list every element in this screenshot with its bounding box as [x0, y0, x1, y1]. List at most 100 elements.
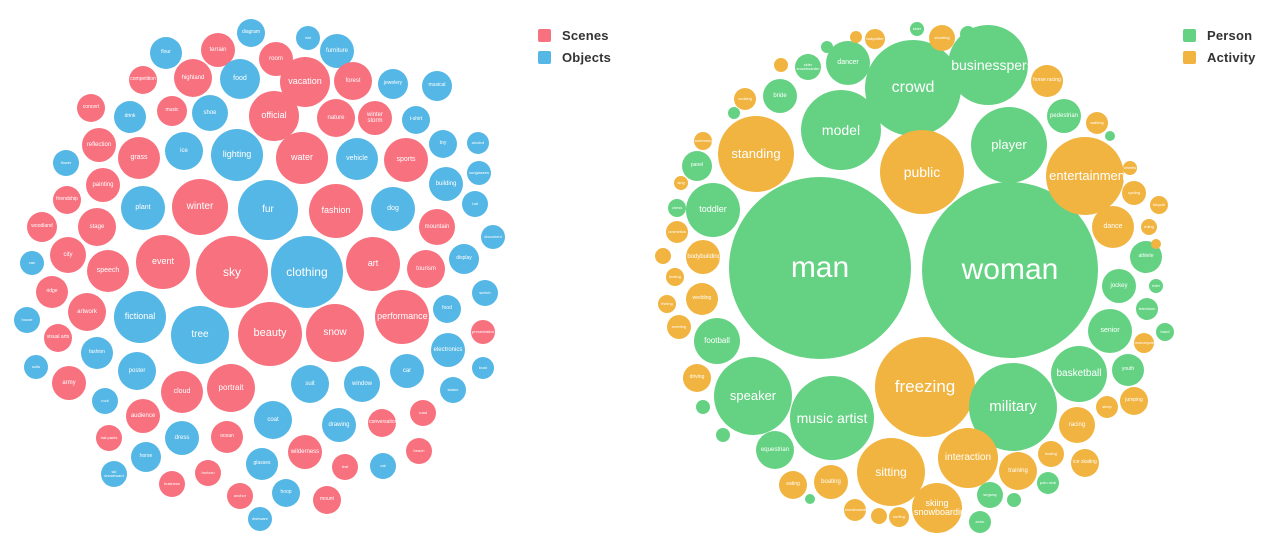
- bubble-ocean[interactable]: ocean: [211, 421, 243, 453]
- bubble-forest[interactable]: forest: [334, 62, 372, 100]
- bubble-unlabeled[interactable]: [1151, 239, 1161, 249]
- bubble-texting[interactable]: texting: [666, 268, 684, 286]
- bubble-meeting[interactable]: meeting: [667, 315, 691, 339]
- bubble-car[interactable]: car: [390, 354, 424, 388]
- bubble-document[interactable]: document: [481, 225, 505, 249]
- bubble-unlabeled[interactable]: [960, 26, 976, 42]
- bubble-wilderness[interactable]: wilderness: [288, 435, 322, 469]
- bubble-flour[interactable]: flour: [150, 37, 182, 69]
- legend-item-activity[interactable]: Activity: [1183, 46, 1256, 68]
- bubble-motorcycle[interactable]: motorcycle: [1134, 333, 1154, 353]
- bubble-anchor[interactable]: anchor: [227, 483, 253, 509]
- bubble-cloud[interactable]: cloud: [161, 371, 203, 413]
- bubble-statue[interactable]: statue: [440, 377, 466, 403]
- bubble-interaction[interactable]: interaction: [938, 428, 998, 488]
- bubble-unlabeled[interactable]: [805, 494, 815, 504]
- bubble-fur[interactable]: fur: [238, 180, 298, 240]
- bubble-shooting[interactable]: shooting: [929, 25, 955, 51]
- bubble-surfing[interactable]: surfing: [889, 507, 909, 527]
- bubble-plant[interactable]: plant: [121, 186, 165, 230]
- bubble-alcohol[interactable]: alcohol: [467, 132, 489, 154]
- bubble-musical[interactable]: musical: [422, 71, 452, 101]
- bubble-ridge[interactable]: ridge: [36, 276, 68, 308]
- bubble-eating[interactable]: eating: [779, 471, 807, 499]
- bubble-ski-snowboard[interactable]: ski snowboard: [101, 461, 127, 487]
- bubble-fishing[interactable]: fishing: [658, 295, 676, 313]
- bubble-tourism[interactable]: tourism: [407, 250, 445, 288]
- bubble-suit[interactable]: suit: [291, 365, 329, 403]
- bubble-shoe[interactable]: shoe: [192, 95, 228, 131]
- bubble-dance[interactable]: dance: [1092, 206, 1134, 248]
- bubble-bicycle[interactable]: bicycle: [1150, 196, 1168, 214]
- bubble-sunglasses[interactable]: sunglasses: [467, 161, 491, 185]
- bubble-drink[interactable]: drink: [114, 101, 146, 133]
- bubble-segway[interactable]: segway: [977, 482, 1003, 508]
- bubble-event[interactable]: event: [136, 235, 190, 289]
- bubble-presentation[interactable]: presentation: [471, 320, 495, 344]
- bubble-road[interactable]: road: [410, 400, 436, 426]
- bubble-unlabeled[interactable]: [696, 400, 710, 414]
- bubble-army[interactable]: army: [52, 366, 86, 400]
- bubble-walking[interactable]: walking: [1086, 112, 1108, 134]
- bubble-boating[interactable]: boating: [814, 465, 848, 499]
- bubble-snowboarding[interactable]: snowboarding: [844, 499, 866, 521]
- bubble-pedestrian[interactable]: pedestrian: [1047, 99, 1081, 133]
- bubble-swimming[interactable]: swimming: [694, 132, 712, 150]
- bubble-babysitter[interactable]: babysitter: [865, 29, 885, 49]
- bubble-t-shirt[interactable]: t-shirt: [402, 106, 430, 134]
- bubble-winter-storm[interactable]: winter storm: [358, 101, 392, 135]
- bubble-toy[interactable]: toy: [429, 130, 457, 158]
- bubble-bodybuilding[interactable]: bodybuilding: [686, 240, 720, 274]
- bubble-football[interactable]: football: [694, 318, 740, 364]
- bubble-art[interactable]: art: [346, 237, 400, 291]
- bubble-cat[interactable]: cat: [370, 453, 396, 479]
- bubble-fashion[interactable]: fashion: [309, 184, 363, 238]
- bubble-skier-snowboarder[interactable]: skier snowboarder: [795, 54, 821, 80]
- bubble-grass[interactable]: grass: [118, 137, 160, 179]
- bubble-dress[interactable]: dress: [165, 421, 199, 455]
- bubble-unlabeled[interactable]: [655, 248, 671, 264]
- bubble-rider[interactable]: rider: [1149, 279, 1163, 293]
- bubble-dog[interactable]: dog: [371, 187, 415, 231]
- bubble-unlabeled[interactable]: [871, 508, 887, 524]
- bubble-toddler[interactable]: toddler: [686, 183, 740, 237]
- bubble-dishware[interactable]: dishware: [248, 507, 272, 531]
- bubble-lighting[interactable]: lighting: [211, 129, 263, 181]
- bubble-music-artist[interactable]: music artist: [790, 376, 874, 460]
- bubble-speech[interactable]: speech: [87, 250, 129, 292]
- bubble-beauty[interactable]: beauty: [238, 302, 302, 366]
- bubble-man[interactable]: man: [729, 177, 911, 359]
- bubble-sky[interactable]: sky: [196, 236, 268, 308]
- bubble-woodland[interactable]: woodland: [27, 212, 57, 242]
- bubble-ice[interactable]: ice: [165, 132, 203, 170]
- bubble-jewelery[interactable]: jewelery: [378, 69, 408, 99]
- bubble-leaf[interactable]: leaf: [332, 454, 358, 480]
- bubble-reflection[interactable]: reflection: [82, 128, 116, 162]
- bubble-public[interactable]: public: [880, 130, 964, 214]
- bubble-cosmetics[interactable]: cosmetics: [666, 221, 688, 243]
- bubble-mount[interactable]: mount: [313, 486, 341, 514]
- bubble-portrait[interactable]: portrait: [207, 364, 255, 412]
- bubble-youth[interactable]: youth: [1112, 354, 1144, 386]
- bubble-freezing[interactable]: freezing: [875, 337, 975, 437]
- legend-item-scenes[interactable]: Scenes: [538, 24, 611, 46]
- bubble-speaker[interactable]: speaker: [714, 357, 792, 435]
- bubble-highland[interactable]: highland: [174, 59, 212, 97]
- bubble-horizon[interactable]: horizon: [195, 460, 221, 486]
- bubble-food[interactable]: food: [433, 295, 461, 323]
- bubble-unlabeled[interactable]: [1007, 493, 1021, 507]
- bubble-actor[interactable]: actor: [969, 511, 991, 533]
- bubble-snow[interactable]: snow: [306, 304, 364, 362]
- bubble-wheels[interactable]: wheels: [1123, 161, 1137, 175]
- bubble-unlabeled[interactable]: [728, 107, 740, 119]
- bubble-visual-arts[interactable]: visual arts: [44, 324, 72, 352]
- bubble-horse[interactable]: horse: [131, 442, 161, 472]
- legend-item-objects[interactable]: Objects: [538, 46, 611, 68]
- bubble-bride[interactable]: bride: [763, 79, 797, 113]
- bubble-poster[interactable]: poster: [118, 352, 156, 390]
- bubble-dancer[interactable]: dancer: [826, 41, 870, 85]
- bubble-senior[interactable]: senior: [1088, 309, 1132, 353]
- bubble-eat[interactable]: eat: [296, 26, 320, 50]
- bubble-television[interactable]: television: [1136, 298, 1158, 320]
- bubble-music[interactable]: music: [157, 96, 187, 126]
